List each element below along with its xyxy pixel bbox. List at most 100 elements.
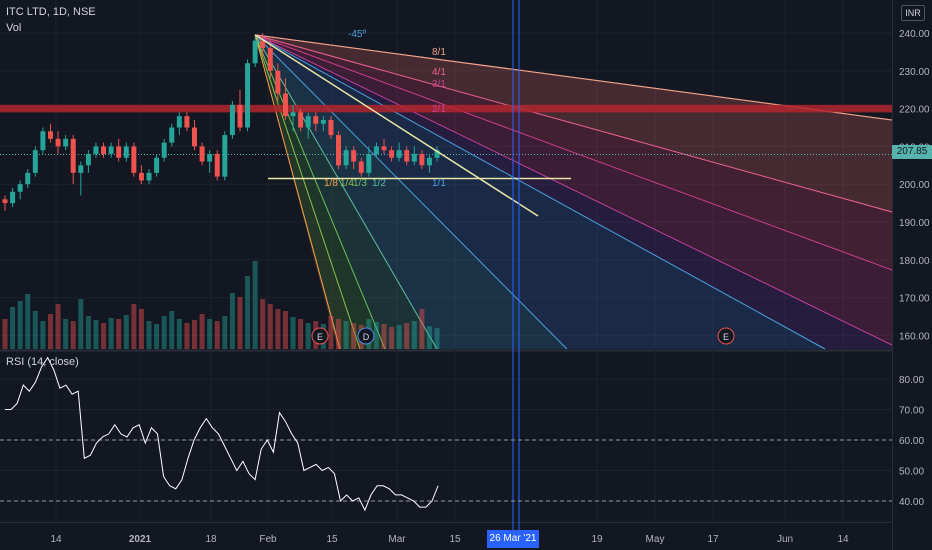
volume-bar	[123, 315, 129, 349]
volume-bar	[108, 318, 114, 349]
candle-body	[199, 146, 205, 162]
candle-body	[290, 112, 296, 117]
rsi-tick-label: 80.00	[899, 375, 924, 386]
trend-line	[254, 34, 539, 217]
candle-body	[373, 146, 379, 154]
candle-body	[336, 135, 342, 166]
volume-bar	[229, 293, 235, 349]
candle-body	[298, 112, 304, 128]
candle-body	[55, 138, 61, 147]
candle-body	[70, 138, 76, 173]
volume-bar	[184, 323, 190, 349]
currency-badge[interactable]: INR	[901, 5, 925, 21]
fan-label: 1/8	[324, 178, 338, 189]
candle-body	[85, 153, 91, 166]
fan-line	[254, 34, 893, 346]
fan-label: 3/1	[432, 79, 446, 90]
fan-line	[254, 34, 341, 350]
volume-bar	[47, 314, 53, 349]
time-tick-label: 18	[205, 534, 217, 545]
candle-body	[389, 150, 395, 158]
rsi-tick-label: 40.00	[899, 497, 924, 508]
volume-bar	[2, 319, 8, 349]
volume-bar	[101, 323, 107, 349]
candle-body	[260, 40, 266, 49]
volume-bar	[17, 301, 23, 349]
event-marker	[717, 327, 735, 345]
candle-body	[138, 172, 144, 181]
volume-bars	[2, 261, 440, 349]
volume-bar	[63, 319, 69, 349]
crosshair-date-badge: 26 Mar '21	[487, 530, 539, 548]
volume-bar	[25, 294, 31, 349]
symbol-title[interactable]: ITC LTD, 1D, NSE	[6, 6, 96, 18]
price-tick-label: 240.00	[899, 29, 930, 40]
volume-bar	[373, 322, 379, 349]
fan-label: -45º	[348, 29, 366, 40]
volume-bar	[154, 324, 160, 349]
volume-label[interactable]: Vol	[6, 22, 22, 34]
candle-body	[275, 70, 281, 94]
candle-body	[404, 150, 410, 162]
time-tick-label: 2021	[129, 534, 152, 545]
candle-body	[358, 161, 364, 173]
fan-line	[255, 34, 893, 213]
candle-body	[176, 116, 182, 128]
candle-body	[419, 153, 425, 166]
fan-line	[254, 34, 361, 350]
candle-body	[2, 199, 8, 204]
volume-bar	[351, 323, 357, 349]
candle-body	[47, 131, 53, 139]
volume-bar	[199, 314, 205, 349]
candle-body	[17, 184, 23, 192]
price-tick-label: 220.00	[899, 105, 930, 116]
volume-bar	[336, 319, 342, 349]
candle-body	[237, 104, 243, 128]
volume-bar	[138, 309, 144, 349]
candle-body	[282, 93, 288, 117]
volume-bar	[169, 311, 175, 349]
volume-bar	[85, 316, 91, 349]
candle-body	[101, 146, 107, 154]
candle-body	[154, 157, 160, 173]
volume-bar	[290, 317, 296, 349]
candle-body	[25, 172, 31, 185]
fan-line	[254, 34, 826, 350]
volume-bar	[207, 319, 213, 349]
candlesticks	[2, 33, 440, 211]
candle-body	[252, 40, 258, 64]
time-tick-label: 15	[326, 534, 338, 545]
gann-fan	[254, 34, 893, 350]
volume-bar	[389, 327, 395, 349]
candle-body	[63, 138, 69, 147]
volume-bar	[275, 309, 281, 349]
time-tick-label: Mar	[388, 534, 406, 545]
volume-bar	[192, 320, 197, 349]
volume-bar	[176, 319, 182, 349]
candle-body	[146, 172, 152, 181]
volume-bar	[328, 316, 334, 349]
time-tick-label: 17	[707, 534, 719, 545]
event-marker-letter: D	[363, 332, 370, 342]
volume-bar	[214, 321, 220, 349]
fan-label: 1/3	[353, 178, 367, 189]
volume-bar	[146, 321, 152, 349]
volume-bar	[404, 323, 410, 349]
volume-bar	[267, 304, 273, 349]
price-tick-label: 190.00	[899, 218, 930, 229]
price-tick-label: 180.00	[899, 256, 930, 267]
fan-label: 1/1	[432, 178, 446, 189]
candle-body	[381, 146, 387, 151]
rsi-line	[5, 356, 439, 512]
volume-bar	[260, 299, 266, 349]
event-marker-letter: E	[317, 332, 323, 342]
candle-body	[396, 150, 402, 158]
fan-line	[254, 34, 893, 271]
rsi-title[interactable]: RSI (14, close)	[6, 356, 79, 368]
candle-body	[214, 153, 220, 177]
rsi-panel	[0, 356, 892, 512]
candle-body	[366, 153, 372, 173]
